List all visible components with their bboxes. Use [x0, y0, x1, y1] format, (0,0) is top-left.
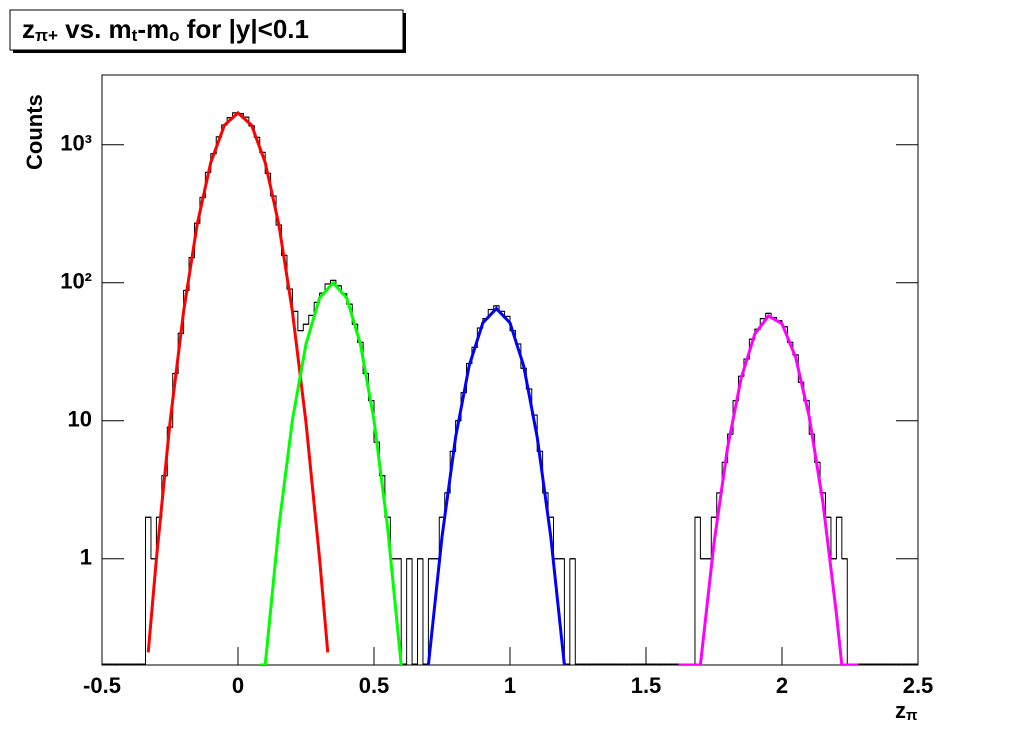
x-tick-label: 2: [776, 673, 788, 698]
x-tick-label: 1: [504, 673, 516, 698]
x-tick-label: 0.5: [359, 673, 390, 698]
title-sub: t: [132, 26, 138, 45]
title-part: for |y|<0.1: [180, 14, 309, 44]
x-label-sub: π: [906, 707, 918, 724]
x-label-part: z: [895, 698, 906, 723]
x-tick-label: 1.5: [631, 673, 662, 698]
y-tick-label: 10³: [60, 131, 92, 156]
x-tick-label: -0.5: [83, 673, 121, 698]
fit-curve: [259, 280, 403, 665]
plot-area: [102, 110, 918, 665]
x-tick-label: 0: [232, 673, 244, 698]
fit-curve: [678, 313, 859, 665]
y-tick-label: 10²: [60, 269, 92, 294]
x-axis-label: zπ: [895, 698, 918, 725]
chart-title: zπ+ vs. mt-mo for |y|<0.1: [22, 14, 309, 45]
y-axis-label: Counts: [22, 94, 47, 170]
x-tick-label: 2.5: [903, 673, 934, 698]
y-tick-label: 10: [68, 407, 92, 432]
title-box: [9, 9, 404, 51]
title-sub: o: [169, 26, 179, 45]
title-part: -m: [137, 14, 169, 44]
title-sub: π+: [35, 26, 58, 45]
title-part: z: [22, 14, 35, 44]
title-part: vs. m: [58, 14, 132, 44]
y-tick-label: 1: [80, 545, 92, 570]
fit-curve: [146, 110, 330, 653]
fit-curve: [426, 306, 566, 665]
